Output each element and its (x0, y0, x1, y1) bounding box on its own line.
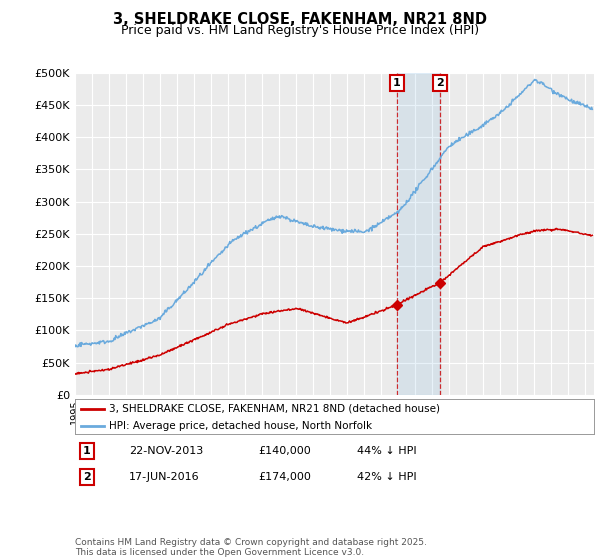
Text: HPI: Average price, detached house, North Norfolk: HPI: Average price, detached house, Nort… (109, 421, 372, 431)
Bar (397, 73, 440, 395)
Text: 2: 2 (83, 472, 91, 482)
Text: 3, SHELDRAKE CLOSE, FAKENHAM, NR21 8ND (detached house): 3, SHELDRAKE CLOSE, FAKENHAM, NR21 8ND (… (109, 404, 440, 414)
Text: 1: 1 (83, 446, 91, 456)
Text: 2: 2 (436, 78, 444, 87)
Text: 22-NOV-2013: 22-NOV-2013 (129, 446, 203, 456)
Text: £140,000: £140,000 (258, 446, 311, 456)
Text: 44% ↓ HPI: 44% ↓ HPI (357, 446, 416, 456)
Text: Price paid vs. HM Land Registry's House Price Index (HPI): Price paid vs. HM Land Registry's House … (121, 24, 479, 36)
Text: 42% ↓ HPI: 42% ↓ HPI (357, 472, 416, 482)
Text: 17-JUN-2016: 17-JUN-2016 (129, 472, 200, 482)
Text: Contains HM Land Registry data © Crown copyright and database right 2025.
This d: Contains HM Land Registry data © Crown c… (75, 538, 427, 557)
Text: 3, SHELDRAKE CLOSE, FAKENHAM, NR21 8ND: 3, SHELDRAKE CLOSE, FAKENHAM, NR21 8ND (113, 12, 487, 27)
Text: 1: 1 (393, 78, 400, 87)
Text: £174,000: £174,000 (258, 472, 311, 482)
